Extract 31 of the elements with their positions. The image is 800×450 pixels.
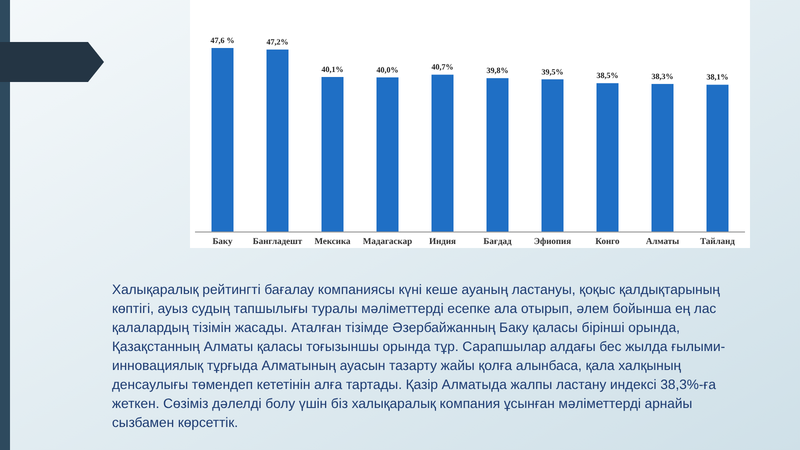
x-tick-label: Бағдад: [483, 236, 512, 246]
bar: [542, 79, 564, 232]
x-tick-label: Баку: [212, 236, 233, 246]
bar: [596, 83, 618, 232]
x-tick-label: Тайланд: [700, 236, 736, 246]
bar: [322, 76, 344, 232]
x-tick-label: Конго: [595, 236, 620, 246]
data-label: 39,5%: [542, 67, 564, 76]
data-label: 47,6 %: [210, 36, 234, 45]
x-tick-label: Индия: [429, 236, 456, 246]
bar: [266, 50, 288, 232]
x-tick-label: Алматы: [646, 236, 680, 246]
bar: [652, 84, 674, 232]
bar: [376, 77, 398, 232]
data-label: 47,2%: [266, 38, 288, 47]
data-label: 39,8%: [486, 66, 508, 76]
bar: [486, 78, 508, 232]
data-label: 38,3%: [652, 72, 674, 81]
text: Халықаралық рейтингті бағалау компаниясы күні кеше ауаның ластануы, қоқыс қалдықтарының көптігі, ауыз судың тапшылығы туралы мәліметтерді есепке ала отырып, әлем бойынша ең лас қалалардың тізімін жасады. Аталған тізімде Әзербайжанның Баку қаласы бірінші орында, Қазақстанның Алматы қаласы тоғызыншы орында тұр. Сарапшылар алдағы бес жылда ғылыми-инновациялық тұрғыда Алматының ауасын тазарту жайы қолға алынбаса, қала халқының денсаулығы төмендеп кететінін алға тартады. Қазір Алматыда жалпы ластану индексі 38,3%-ға жеткен. Сөзіміз дәлелді болу үшін біз халықаралық компания ұсынған мәліметтерді арнайы сызбамен көрсеттік.: [112, 281, 726, 432]
data-label: 40,1%: [322, 64, 344, 74]
bar: [432, 74, 454, 232]
data-label: 38,1%: [706, 72, 728, 82]
bar: [212, 48, 234, 232]
bar: [706, 84, 728, 232]
x-tick-label: Эфиопия: [534, 236, 572, 246]
data-label: 40,0%: [376, 65, 398, 74]
data-label: 38,5%: [596, 71, 618, 80]
x-tick-label: Мадагаскар: [362, 236, 412, 246]
data-label: 40,7%: [432, 62, 454, 72]
x-tick-label: Мексика: [314, 236, 352, 246]
x-tick-label: Бангладешт: [252, 236, 303, 246]
